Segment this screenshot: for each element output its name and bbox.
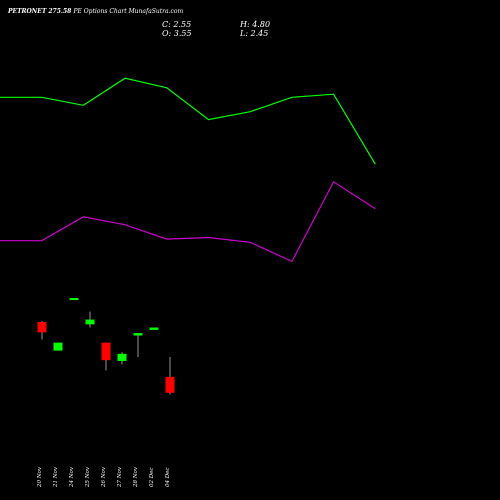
high-value: H: 4.80 bbox=[240, 20, 271, 29]
candles bbox=[37, 298, 175, 395]
chart-subtitle: PE Options Chart MunafaSutra.com bbox=[73, 8, 184, 15]
x-tick-label: 02 Dec bbox=[149, 468, 155, 488]
lower-band-line bbox=[0, 180, 376, 263]
candle-body bbox=[165, 376, 175, 393]
candle-body bbox=[117, 353, 127, 361]
candle-body bbox=[37, 321, 47, 333]
low-value: L: 2.45 bbox=[240, 29, 269, 38]
x-tick-label: 26 Nov bbox=[101, 466, 107, 488]
candle-body bbox=[133, 333, 143, 336]
x-tick-label: 21 Nov bbox=[53, 466, 59, 488]
candle-body bbox=[149, 327, 159, 330]
x-axis-labels: 20 Nov 21 Nov 24 Nov 25 Nov 26 Nov 27 Nov 28 N… bbox=[37, 466, 171, 488]
close-value: C: 2.55 bbox=[162, 20, 192, 29]
x-tick-label: 24 Nov bbox=[69, 466, 75, 488]
candle-body bbox=[69, 298, 79, 301]
x-tick-label: 28 Nov bbox=[133, 466, 139, 488]
chart-title: PETRONET 275.58 PE Options Chart MunafaS… bbox=[8, 8, 183, 15]
symbol-label: PETRONET 275.58 bbox=[8, 8, 72, 15]
candle-body bbox=[53, 342, 63, 351]
open-value: O: 3.55 bbox=[162, 29, 192, 38]
candle-body bbox=[101, 342, 111, 361]
candle-body bbox=[85, 319, 95, 325]
x-tick-label: 04 Dec bbox=[165, 468, 171, 488]
x-tick-label: 27 Nov bbox=[117, 466, 123, 488]
upper-band-line bbox=[0, 77, 376, 165]
x-tick-label: 20 Nov bbox=[37, 466, 43, 488]
x-tick-label: 25 Nov bbox=[85, 466, 91, 488]
